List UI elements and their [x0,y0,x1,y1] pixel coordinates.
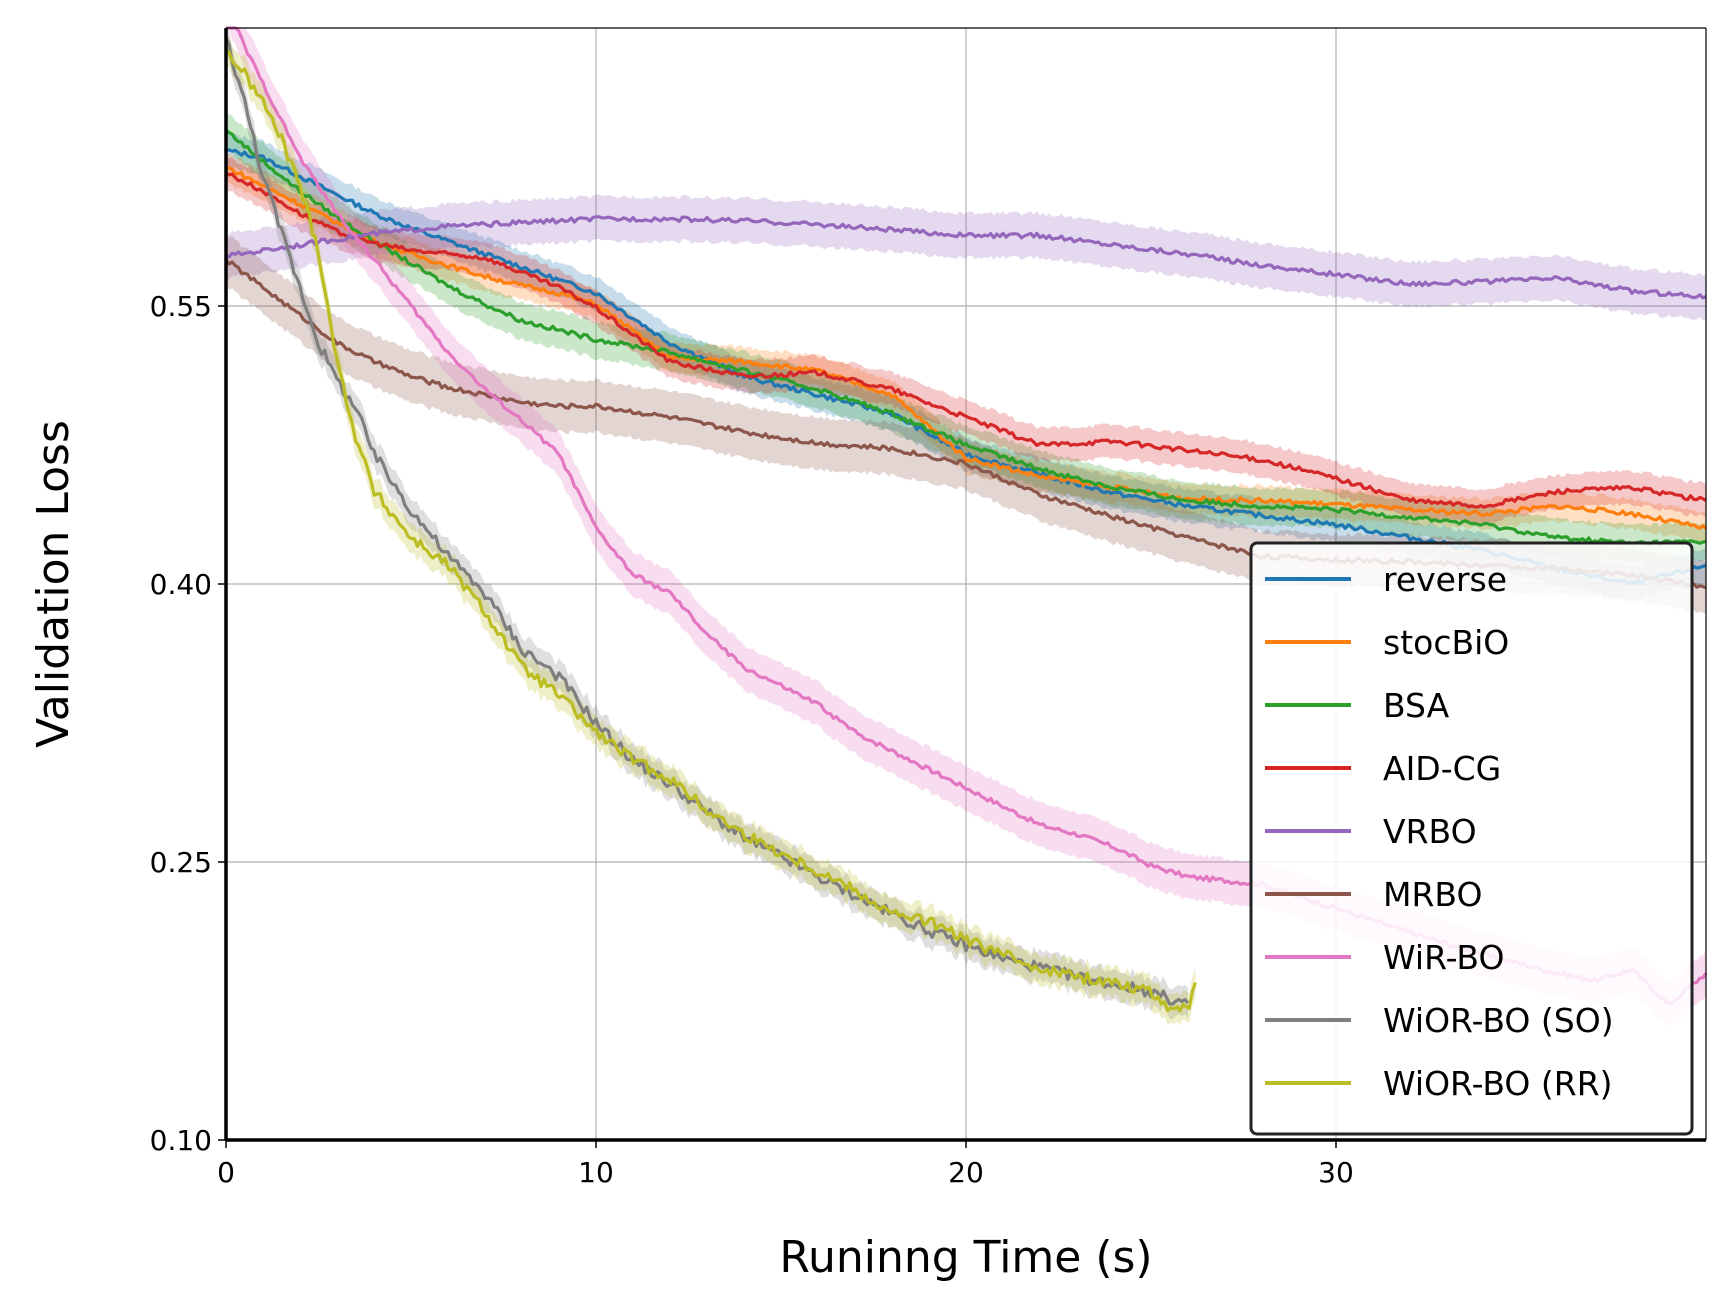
legend-label-stocbio: stocBiO [1383,623,1509,662]
band-aid-cg [226,155,1706,524]
legend-label-wior-bo-so-: WiOR-BO (SO) [1383,1001,1614,1040]
x-tick-label-0: 0 [217,1156,235,1189]
x-tick-label-3: 30 [1318,1156,1354,1189]
x-tick-label-1: 10 [578,1156,614,1189]
series-line-bsa [224,128,1707,547]
legend: reverse stocBiO BSA AID-CG VRBO MRBO WiR-BO WiO… [1249,541,1694,1136]
legend-label-mrbo: MRBO [1383,875,1482,914]
y-tick-label-3: 0.55 [150,290,212,323]
x-tick-label-2: 20 [948,1156,984,1189]
legend-label-aid-cg: AID-CG [1383,749,1501,788]
series-line-vrbo [225,215,1707,300]
ticks: 0 10 20 30 0.10 0.25 0.40 0.55 [150,290,1354,1189]
legend-label-wior-bo-rr-: WiOR-BO (RR) [1383,1064,1613,1103]
legend-label-vrbo: VRBO [1383,812,1477,851]
band-wior-bo-rr- [226,35,1196,1026]
legend-label-wir-bo: WiR-BO [1383,938,1504,977]
y-axis-title: Validation Loss [28,420,79,748]
legend-label-reverse: reverse [1383,560,1507,599]
x-axis-title: Runinng Time (s) [779,1232,1152,1283]
series-lines [224,26,1708,1013]
y-tick-label-0: 0.10 [150,1124,212,1157]
y-tick-label-1: 0.25 [150,846,212,879]
legend-label-bsa: BSA [1383,686,1450,725]
series-line-stocbio [225,165,1708,530]
band-vrbo [226,194,1706,321]
band-bsa [226,111,1706,564]
series-line-wior-bo-rr- [225,48,1197,1013]
series-line-aid-cg [225,171,1707,509]
legend-box [1249,541,1694,1136]
y-tick-label-2: 0.40 [150,568,212,601]
